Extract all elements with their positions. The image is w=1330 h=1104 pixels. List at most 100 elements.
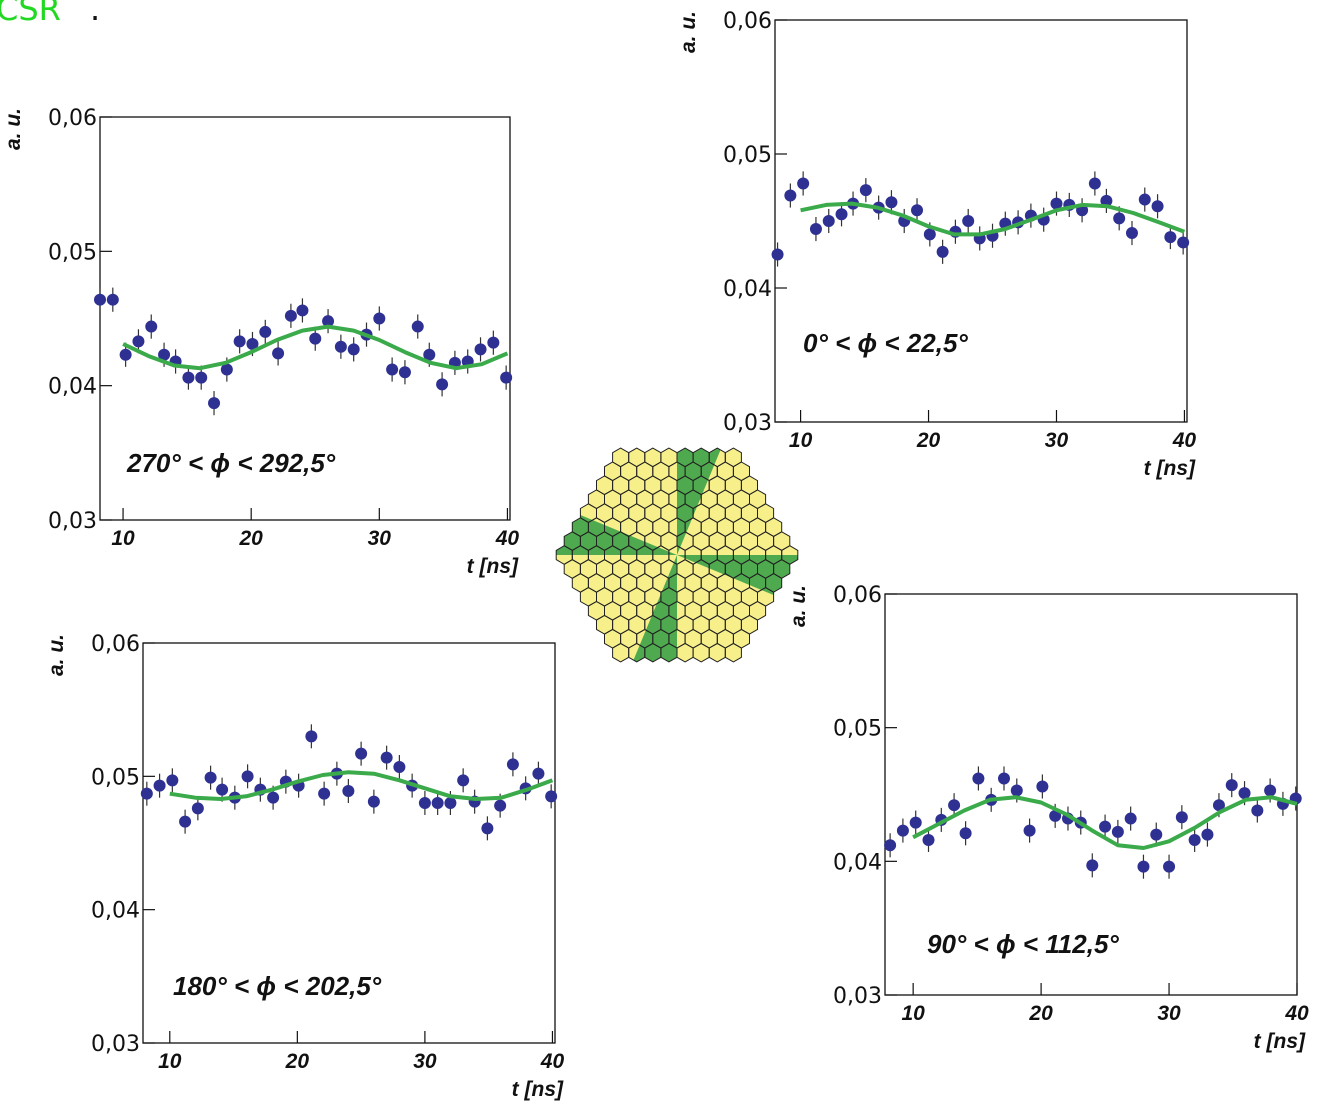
x-tick-label: 20 bbox=[239, 527, 264, 550]
data-point bbox=[145, 320, 158, 333]
y-tick-label: 0,05 bbox=[91, 765, 140, 790]
hex-cell bbox=[636, 573, 653, 593]
hex-cell bbox=[636, 462, 653, 481]
data-point bbox=[1164, 231, 1177, 244]
data-point bbox=[191, 802, 204, 815]
data-point bbox=[355, 747, 368, 760]
data-point bbox=[246, 338, 259, 351]
data-point bbox=[119, 348, 132, 361]
x-tick-label: 10 bbox=[158, 1050, 182, 1073]
hex-cell bbox=[693, 643, 710, 662]
data-point bbox=[1036, 780, 1049, 793]
data-point bbox=[380, 751, 393, 764]
hex-cell bbox=[693, 615, 710, 634]
data-point bbox=[179, 815, 192, 828]
y-tick-label: 0,04 bbox=[833, 850, 882, 875]
sector bbox=[592, 555, 677, 662]
hex-cell bbox=[709, 503, 726, 523]
data-point bbox=[885, 196, 898, 209]
data-point bbox=[132, 335, 145, 348]
hex-cell bbox=[644, 559, 661, 579]
data-point bbox=[859, 184, 872, 197]
data-point bbox=[1225, 779, 1238, 792]
data-point bbox=[1023, 824, 1036, 837]
data-point bbox=[962, 215, 975, 227]
hex-cell bbox=[612, 503, 629, 523]
data-point bbox=[1088, 177, 1101, 190]
y-tick-label: 0,04 bbox=[48, 375, 97, 400]
hex-cell bbox=[612, 643, 629, 662]
annotation: 90° < ϕ < 112,5° bbox=[927, 929, 1119, 959]
data-point bbox=[436, 378, 449, 391]
data-point bbox=[140, 787, 153, 800]
data-point bbox=[532, 767, 545, 780]
x-tick-label: 20 bbox=[916, 429, 941, 452]
hex-cell bbox=[612, 448, 629, 467]
hex-cell bbox=[660, 503, 677, 523]
hex-cell bbox=[620, 601, 637, 621]
data-point bbox=[309, 332, 322, 345]
annotation: 270° < ϕ < 292,5° bbox=[126, 448, 336, 478]
hex-outline bbox=[724, 642, 742, 663]
hex-cell bbox=[733, 517, 750, 537]
plot-frame bbox=[774, 19, 1188, 423]
hex-cell bbox=[660, 475, 677, 495]
data-point bbox=[431, 797, 444, 809]
y-tick-label: 0,03 bbox=[91, 1032, 140, 1057]
hex-cell bbox=[620, 462, 637, 481]
hex-cell bbox=[564, 559, 581, 579]
fit-curve bbox=[169, 770, 554, 801]
y-tick-label: 0,03 bbox=[833, 984, 882, 1009]
data-point bbox=[106, 293, 119, 306]
data-point bbox=[1086, 859, 1099, 872]
x-axis-label: t [ns] bbox=[1254, 1030, 1306, 1053]
data-point bbox=[909, 816, 922, 829]
data-point bbox=[1100, 194, 1113, 207]
x-tick-label: 20 bbox=[1028, 1002, 1053, 1025]
data-point bbox=[487, 336, 500, 349]
hex-cell bbox=[596, 559, 613, 579]
data-point bbox=[423, 348, 436, 361]
hex-cell bbox=[725, 587, 742, 607]
data-point bbox=[204, 771, 217, 784]
hex-cell bbox=[725, 643, 742, 662]
data-point bbox=[1049, 809, 1062, 822]
data-point bbox=[1251, 804, 1264, 817]
sector bbox=[677, 448, 762, 555]
hex-cell bbox=[660, 531, 677, 551]
annotation: 0° < ϕ < 22,5° bbox=[803, 328, 968, 358]
hex-cell bbox=[701, 573, 718, 593]
y-tick-label: 0,04 bbox=[723, 277, 772, 302]
data-point bbox=[1212, 799, 1225, 812]
hex-cell bbox=[757, 503, 774, 523]
hex-cell bbox=[677, 643, 694, 662]
data-point bbox=[809, 223, 822, 236]
hex-cell bbox=[628, 503, 645, 523]
hex-cell bbox=[620, 573, 637, 593]
hex-cell bbox=[677, 587, 694, 607]
data-point bbox=[1099, 820, 1112, 833]
hex-cell bbox=[773, 531, 790, 551]
hex-cell bbox=[652, 517, 669, 537]
data-point bbox=[220, 363, 233, 376]
hex-cell bbox=[725, 615, 742, 634]
annotation: 180° < ϕ < 202,5° bbox=[173, 971, 382, 1001]
data-point bbox=[418, 797, 431, 809]
data-point bbox=[923, 228, 936, 241]
hex-cell bbox=[620, 517, 637, 537]
y-tick-label: 0,05 bbox=[833, 717, 882, 742]
hex-cell bbox=[685, 573, 702, 593]
y-tick-label: 0,05 bbox=[48, 240, 97, 265]
y-tick-label: 0,04 bbox=[91, 899, 140, 924]
hex-cell bbox=[628, 475, 645, 495]
data-point bbox=[153, 779, 166, 792]
data-point bbox=[959, 827, 972, 840]
hex-cell bbox=[733, 489, 750, 509]
x-tick-label: 30 bbox=[1157, 1002, 1181, 1025]
data-point bbox=[972, 772, 985, 785]
data-point bbox=[216, 783, 229, 796]
hex-cell bbox=[588, 573, 605, 593]
hex-cell bbox=[628, 587, 645, 607]
hex-cell bbox=[701, 601, 718, 621]
x-tick-label: 10 bbox=[111, 527, 135, 550]
